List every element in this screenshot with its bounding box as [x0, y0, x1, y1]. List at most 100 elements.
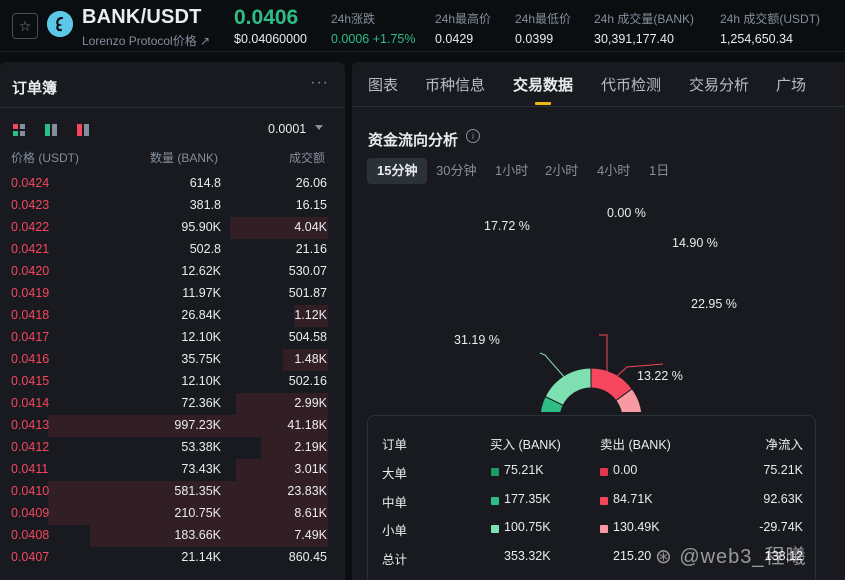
ask-total: 2.19K [294, 440, 327, 454]
ask-quantity: 12.10K [181, 374, 221, 388]
ask-quantity: 26.84K [181, 308, 221, 322]
orderbook-row[interactable]: 0.0409 210.75K 8.61K [0, 503, 345, 525]
pct-label-buy-medium: 31.19 % [454, 333, 500, 347]
orderbook-row[interactable]: 0.0420 12.62K 530.07 [0, 261, 345, 283]
orderbook-row[interactable]: 0.0411 73.43K 3.01K [0, 459, 345, 481]
orderbook-row[interactable]: 0.0418 26.84K 1.12K [0, 305, 345, 327]
ask-total: 1.12K [294, 308, 327, 322]
col-qty-header: 数量 (BANK) [150, 151, 219, 165]
ask-quantity: 11.97K [182, 286, 221, 300]
stat-change-label: 24h涨跌 [331, 12, 376, 26]
donut-slice [615, 388, 642, 412]
ask-total: 1.48K [294, 352, 327, 366]
orderbook-row[interactable]: 0.0407 21.14K 860.45 [0, 547, 345, 569]
ask-quantity: 12.62K [181, 264, 221, 278]
ask-price: 0.0423 [11, 198, 50, 212]
fund-flow-table: 订单 买入 (BANK) 卖出 (BANK) 净流入 大单 75.21K 0.0… [367, 415, 816, 580]
net-medium-value: 92.63K [763, 492, 803, 506]
orderbook-row[interactable]: 0.0414 72.36K 2.99K [0, 393, 345, 415]
ask-quantity: 95.90K [181, 220, 221, 234]
orderbook-row[interactable]: 0.0415 12.10K 502.16 [0, 371, 345, 393]
pair-title[interactable]: BANK/USDT [82, 6, 202, 28]
orderbook-row[interactable]: 0.0424 614.8 26.06 [0, 173, 345, 195]
orderbook-row[interactable]: 0.0422 95.90K 4.04K [0, 217, 345, 239]
ask-quantity: 53.38K [181, 440, 221, 454]
tab-square[interactable]: 广场 [776, 77, 807, 94]
ask-price: 0.0412 [11, 440, 50, 454]
timeframe-1d[interactable]: 1日 [649, 163, 670, 178]
more-options-icon[interactable]: ··· [310, 74, 329, 91]
stat-change-value: 0.0006 +1.75% [331, 32, 416, 46]
lorenzo-logo-icon [47, 11, 73, 37]
orderbook-row[interactable]: 0.0410 581.35K 23.83K [0, 481, 345, 503]
ask-price: 0.0413 [11, 418, 50, 432]
ask-total: 26.06 [295, 176, 327, 190]
pct-label-sell-large: 0.00 % [607, 206, 646, 220]
orderbook-row[interactable]: 0.0413 997.23K 41.18K [0, 415, 345, 437]
orderbook-row[interactable]: 0.0412 53.38K 2.19K [0, 437, 345, 459]
ask-total: 3.01K [294, 462, 327, 476]
timeframe-1h[interactable]: 1小时 [495, 163, 529, 178]
ask-price: 0.0420 [11, 264, 50, 278]
ask-price: 0.0415 [11, 374, 50, 388]
orderbook-row[interactable]: 0.0408 183.66K 7.49K [0, 525, 345, 547]
ask-quantity: 183.66K [174, 528, 221, 542]
row-label-small: 小单 [382, 524, 408, 538]
orderbook-buy-mode-icon[interactable] [45, 124, 57, 136]
sell-medium-value: 84.71K [613, 492, 653, 506]
stat-high-value: 0.0429 [435, 32, 474, 46]
depth-bar [294, 305, 328, 327]
tab-trade-data[interactable]: 交易数据 [513, 77, 574, 94]
timeframe-30m[interactable]: 30分钟 [436, 163, 477, 178]
ask-quantity: 12.10K [181, 330, 221, 344]
tab-trade-analysis[interactable]: 交易分析 [689, 77, 750, 94]
orderbook-row[interactable]: 0.0416 35.75K 1.48K [0, 349, 345, 371]
tab-token-check[interactable]: 代币检测 [601, 77, 662, 94]
last-price-usd: $0.04060000 [234, 32, 307, 46]
orderbook-row[interactable]: 0.0419 11.97K 501.87 [0, 283, 345, 305]
ask-total: 502.16 [288, 374, 327, 388]
trade-data-panel: 图表 币种信息 交易数据 代币检测 交易分析 广场 资金流向分析 i 15分钟 … [352, 62, 845, 580]
net-large-value: 75.21K [763, 463, 803, 477]
pct-label-sell-medium: 14.90 % [672, 236, 718, 250]
timeframe-15m[interactable]: 15分钟 [367, 158, 428, 184]
donut-slice [544, 367, 592, 406]
chevron-down-icon[interactable] [315, 125, 323, 130]
ask-price: 0.0424 [11, 176, 50, 190]
pair-subtitle-link[interactable]: Lorenzo Protocol价格 ↗ [82, 34, 211, 48]
sell-small-swatch [600, 525, 608, 533]
last-price: 0.0406 [234, 6, 299, 29]
stat-high-label: 24h最高价 [435, 12, 492, 26]
active-tab-indicator [535, 102, 551, 105]
orderbook-row[interactable]: 0.0417 12.10K 504.58 [0, 327, 345, 349]
orderbook-row[interactable]: 0.0421 502.8 21.16 [0, 239, 345, 261]
orderbook-both-mode-icon[interactable] [13, 124, 25, 136]
favorite-star-icon[interactable]: ☆ [12, 13, 38, 39]
depth-bar [236, 459, 328, 481]
orderbook-panel: 订单簿 ··· 0.0001 价格 (USDT) 数量 (BANK) 成交额 0… [0, 62, 345, 580]
ask-quantity: 72.36K [181, 396, 221, 410]
market-header: ☆ BANK/USDT Lorenzo Protocol价格 ↗ 0.0406 … [0, 0, 845, 52]
orderbook-row[interactable]: 0.0423 381.8 16.15 [0, 195, 345, 217]
tab-coin-info[interactable]: 币种信息 [425, 77, 486, 94]
tab-chart[interactable]: 图表 [368, 77, 399, 94]
row-label-medium: 中单 [382, 496, 408, 510]
buy-small-value: 100.75K [504, 520, 551, 534]
stat-volume-label: 24h 成交量(BANK) [594, 12, 695, 26]
ask-price: 0.0407 [11, 550, 50, 564]
tab-bar: 图表 币种信息 交易数据 代币检测 交易分析 广场 [352, 62, 845, 107]
stat-volume-value: 30,391,177.40 [594, 32, 674, 46]
precision-select[interactable]: 0.0001 [268, 122, 307, 136]
ask-total: 21.16 [295, 242, 327, 256]
stat-low-value: 0.0399 [515, 32, 554, 46]
pct-label-buy-large: 17.72 % [484, 219, 530, 233]
ask-quantity: 35.75K [181, 352, 221, 366]
divider [0, 107, 345, 108]
ask-price: 0.0409 [11, 506, 50, 520]
orderbook-sell-mode-icon[interactable] [77, 124, 89, 136]
pct-label-buy-small: 13.22 % [637, 369, 683, 383]
info-icon[interactable]: i [466, 129, 480, 143]
timeframe-4h[interactable]: 4小时 [597, 163, 631, 178]
ask-quantity: 210.75K [174, 506, 221, 520]
timeframe-2h[interactable]: 2小时 [545, 163, 579, 178]
